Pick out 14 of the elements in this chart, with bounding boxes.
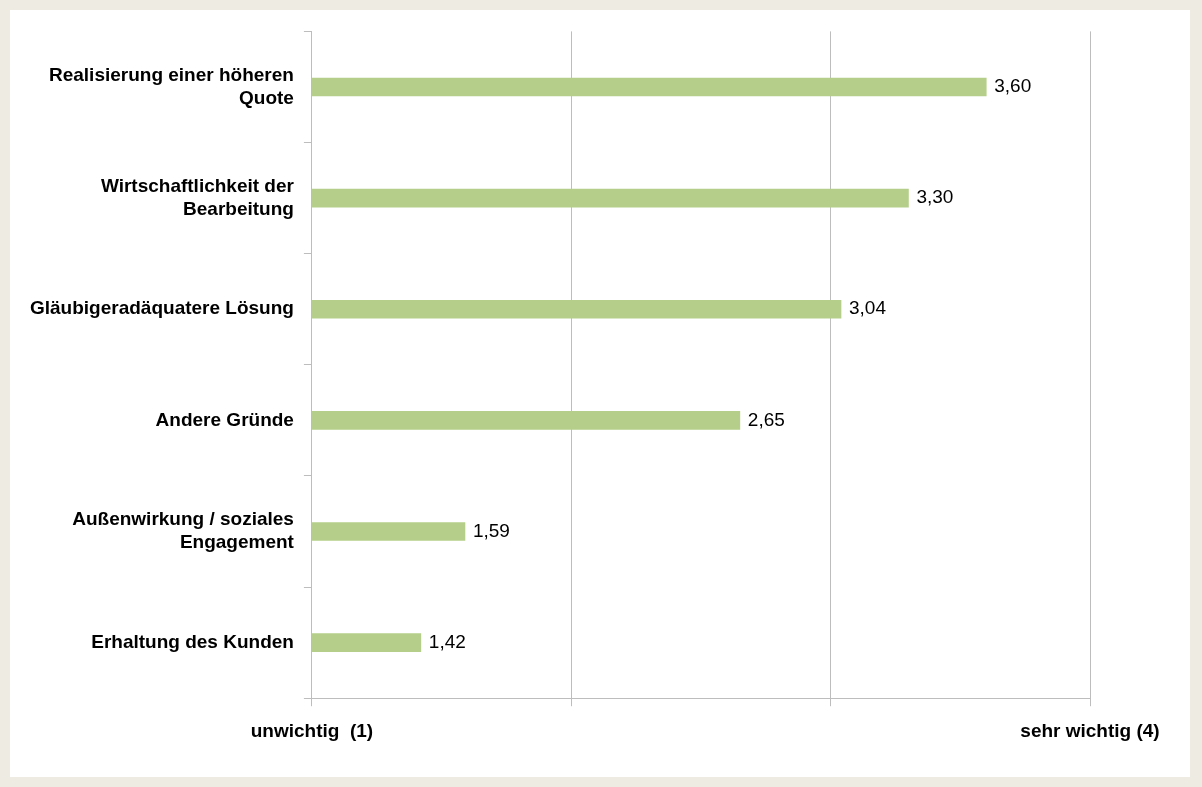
y-tick-label: Gläubigeradäquatere Lösung [29, 297, 294, 319]
y-tick-label: Außenwirkung / soziales Engagement [72, 508, 295, 553]
data-label: 3,30 [916, 186, 954, 208]
data-label: 2,65 [747, 408, 785, 430]
data-label: 3,04 [849, 297, 887, 319]
data-label: 1,59 [472, 519, 510, 541]
x-tick-label: sehr wichtig (4) [1020, 719, 1160, 741]
y-tick-label: Erhaltung des Kunden [91, 630, 294, 652]
y-tick-label: Andere Gründe [155, 408, 294, 430]
x-tick-label: unwichtig (1) [250, 719, 374, 741]
data-label: 1,42 [428, 630, 466, 652]
y-tick-label: Wirtschaftlichkeit der Bearbeitung [100, 174, 295, 219]
y-tick-label: Realisierung einer höheren Quote [48, 63, 294, 108]
data-label: 3,60 [994, 75, 1032, 97]
